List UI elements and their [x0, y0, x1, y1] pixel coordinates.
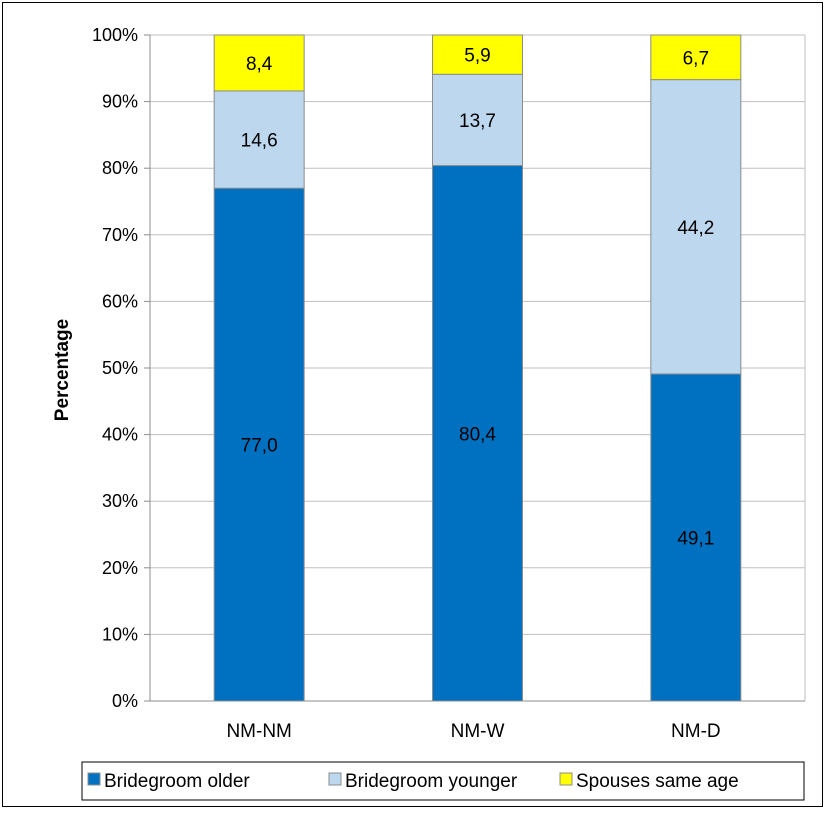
- y-tick-label: 10%: [102, 624, 138, 644]
- data-label: 80,4: [459, 424, 496, 445]
- y-tick-label: 0%: [112, 691, 138, 711]
- data-label: 6,7: [683, 48, 709, 69]
- y-tick-label: 100%: [92, 25, 138, 45]
- x-category-label: NM-D: [671, 721, 721, 742]
- y-tick-label: 20%: [102, 558, 138, 578]
- legend-label: Spouses same age: [576, 771, 739, 792]
- legend: Bridegroom older Bridegroom younger Spouse…: [81, 761, 805, 801]
- data-label: 13,7: [459, 111, 496, 132]
- axes: 0% 10% 20% 30% 40% 50% 60% 70% 80% 90% 100% NM-NM NM…: [92, 25, 805, 742]
- y-tick-label: 60%: [102, 291, 138, 311]
- bars: [213, 34, 742, 702]
- y-tick-label: 80%: [102, 158, 138, 178]
- data-label: 49,1: [677, 528, 714, 549]
- bar-segment: [432, 165, 523, 702]
- legend-label: Bridegroom older: [104, 771, 250, 792]
- bar-segment: [432, 34, 523, 75]
- y-axis-label: Percentage: [52, 319, 73, 421]
- bar-segment: [650, 373, 742, 702]
- bar-segment: [213, 34, 305, 92]
- data-label: 8,4: [246, 54, 273, 75]
- y-tick-label: 70%: [102, 225, 138, 245]
- y-tick-label: 30%: [102, 491, 138, 511]
- legend-swatch: [559, 772, 573, 786]
- bar-segment: [213, 187, 305, 702]
- legend-label: Bridegroom younger: [345, 771, 518, 792]
- data-label: 44,2: [677, 218, 714, 239]
- legend-swatch: [87, 772, 101, 786]
- data-label: 77,0: [241, 436, 278, 457]
- x-category-label: NM-W: [451, 721, 505, 742]
- x-category-label: NM-NM: [226, 721, 291, 742]
- y-tick-label: 90%: [102, 92, 138, 112]
- data-labels: 77,0 14,6 8,4 80,4 13,7 5,9 49,1 44,2 6,7: [241, 46, 715, 550]
- bar-segment: [432, 73, 523, 167]
- y-tick-label: 50%: [102, 358, 138, 378]
- data-label: 14,6: [241, 131, 278, 152]
- legend-swatch: [328, 772, 342, 786]
- bar-segment: [650, 34, 742, 81]
- legend-box: [81, 761, 805, 801]
- y-tick-label: 40%: [102, 425, 138, 445]
- data-label: 5,9: [464, 46, 490, 67]
